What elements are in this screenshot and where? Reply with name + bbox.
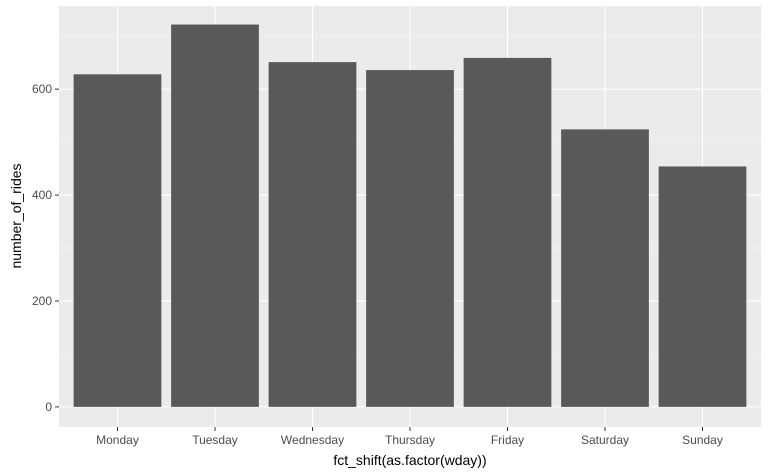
bar-friday (463, 57, 552, 407)
x-tick-label: Tuesday (192, 433, 238, 447)
y-axis-ticks (55, 88, 59, 408)
bar-tuesday (171, 24, 259, 407)
bar-saturday (561, 129, 649, 407)
x-axis-title: fct_shift(as.factor(wday)) (333, 452, 486, 468)
x-tick-label: Monday (96, 433, 139, 447)
x-tick-label: Wednesday (281, 433, 344, 447)
x-tick-label: Friday (491, 433, 524, 447)
y-tick-label: 0 (45, 400, 52, 414)
x-tick-label: Sunday (682, 433, 723, 447)
bar-monday (73, 74, 162, 407)
y-axis-title: number_of_rides (8, 163, 24, 268)
x-tick-label: Saturday (581, 433, 629, 447)
y-tick-label: 600 (32, 82, 52, 96)
bar-sunday (658, 166, 747, 407)
y-tick-label: 400 (32, 188, 52, 202)
x-tick-label: Thursday (385, 433, 435, 447)
y-axis-tick-labels: 0 200 400 600 (32, 82, 52, 414)
bar-wednesday (268, 62, 357, 407)
y-tick-label: 200 (32, 294, 52, 308)
x-axis-tick-labels: Monday Tuesday Wednesday Thursday Friday Satu… (96, 433, 723, 447)
bar-thursday (366, 70, 454, 407)
bars (73, 24, 747, 407)
x-axis-ticks (117, 427, 703, 431)
